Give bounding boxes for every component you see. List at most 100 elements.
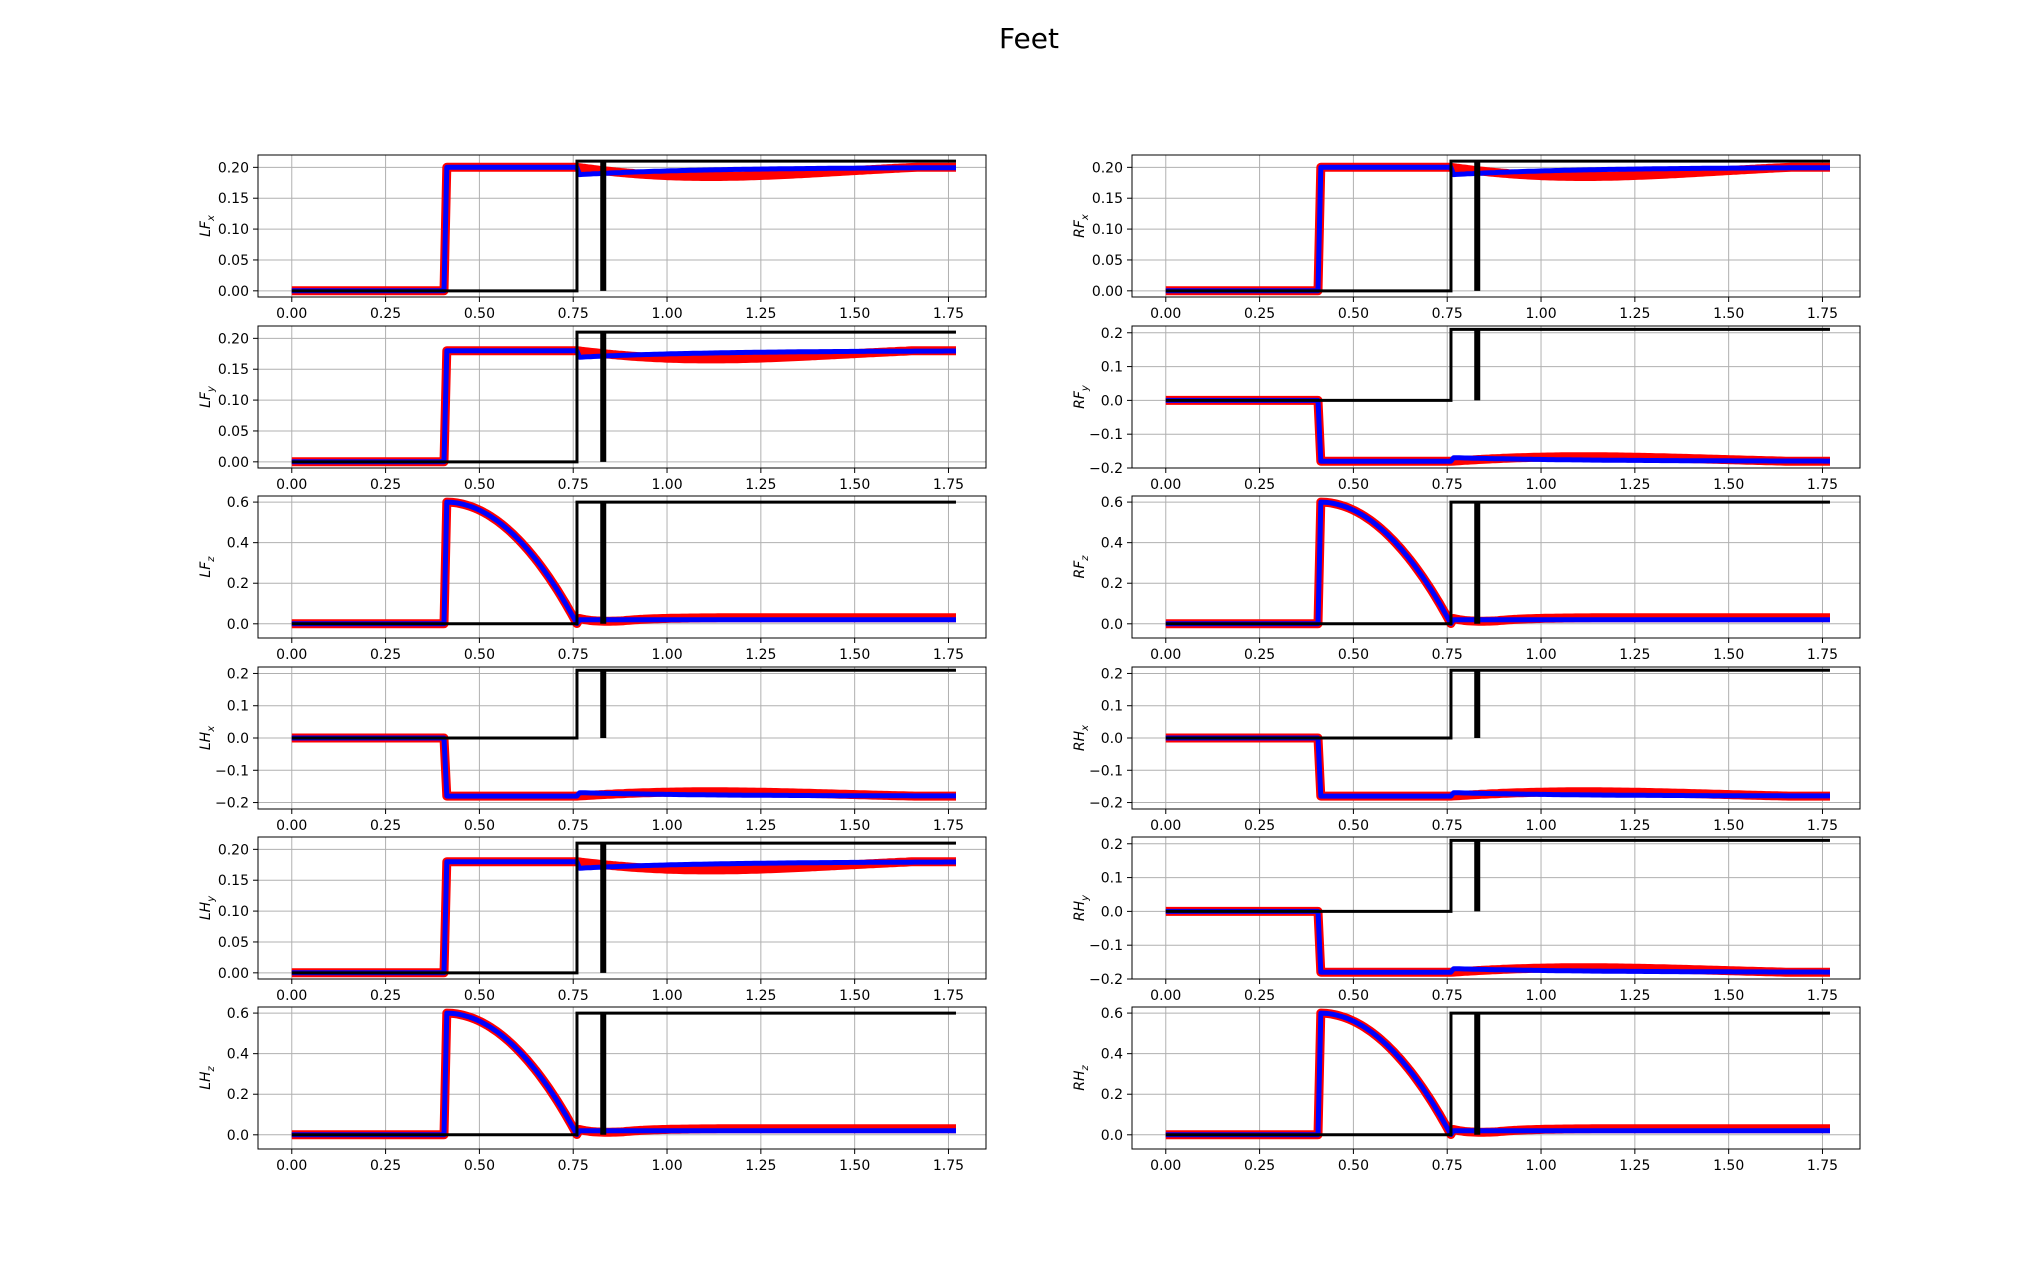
y-axis-label-sub: z <box>206 556 217 563</box>
x-tick-label: 0.75 <box>1432 818 1463 834</box>
x-tick-label: 1.00 <box>1525 1158 1556 1174</box>
x-tick-label: 1.50 <box>1713 988 1744 1004</box>
y-tick-label: 0.00 <box>218 284 249 300</box>
plot-frame <box>257 1006 987 1150</box>
plot-frame <box>257 325 987 469</box>
y-axis-label-sub: x <box>206 215 217 222</box>
y-axis-label-sub: y <box>206 895 217 903</box>
x-tick-label: 0.75 <box>1432 988 1463 1004</box>
y-tick-label: −0.1 <box>1089 763 1123 779</box>
x-tick-label: 1.25 <box>745 988 776 1004</box>
x-tick-label: 0.25 <box>1244 647 1275 663</box>
series-black-line <box>291 330 956 464</box>
plot-frame <box>1131 836 1861 980</box>
series-group <box>290 841 958 978</box>
figure-title: Feet <box>999 22 1059 55</box>
y-tick-label: 0.20 <box>218 160 249 176</box>
x-tick-label: 0.25 <box>370 988 401 1004</box>
y-tick-label: 0.0 <box>227 1128 249 1144</box>
series-black-line <box>291 1011 956 1137</box>
y-tick-label: 0.05 <box>1092 253 1123 269</box>
subplot-RHz: 0.00 0.25 0.50 0.75 1.00 1.25 1.50 1.75 0.0 0.2 0.… <box>1072 1006 1861 1174</box>
y-tick-label: 0.20 <box>218 331 249 347</box>
y-tick-label: 0.0 <box>227 617 249 633</box>
y-tick-label: −0.2 <box>1089 461 1123 477</box>
x-tick-label: 1.50 <box>839 818 870 834</box>
x-tick-label: 0.00 <box>1150 306 1181 322</box>
y-tick-label: 0.15 <box>218 873 249 889</box>
x-tick-label: 0.50 <box>464 306 495 322</box>
y-axis-label-sub: y <box>206 385 217 393</box>
y-axis-label-sub: y <box>1080 384 1091 392</box>
y-axis-label-main: LF <box>198 220 214 237</box>
x-tick-label: 0.25 <box>1244 988 1275 1004</box>
x-tick-label: 0.75 <box>558 306 589 322</box>
subplot-RHx: 0.00 0.25 0.50 0.75 1.00 1.25 1.50 1.75 −0.2 −0.1… <box>1072 666 1861 834</box>
y-axis: 0.00 0.05 0.10 0.15 0.20 <box>218 331 986 471</box>
x-tick-label: 1.00 <box>651 477 682 493</box>
x-tick-label: 1.00 <box>1525 477 1556 493</box>
x-tick-label: 0.25 <box>370 306 401 322</box>
subplot-LFx: 0.00 0.25 0.50 0.75 1.00 1.25 1.50 1.75 0.00 0.05… <box>198 154 987 322</box>
y-axis-label: LHz <box>198 1065 217 1089</box>
plot-area <box>258 155 986 297</box>
y-tick-label: −0.1 <box>1089 938 1123 954</box>
series-group <box>290 497 958 629</box>
x-tick-label: 0.25 <box>1244 306 1275 322</box>
x-axis: 0.00 0.25 0.50 0.75 1.00 1.25 1.50 1.75 <box>1150 667 1838 834</box>
y-axis-label-main: LH <box>198 731 214 750</box>
y-tick-label: 0.05 <box>218 424 249 440</box>
y-axis-label: LHy <box>198 895 217 920</box>
plot-frame <box>257 836 987 980</box>
y-tick-label: 0.1 <box>1101 871 1123 887</box>
x-tick-label: 0.25 <box>370 647 401 663</box>
y-tick-label: 0.4 <box>1101 1047 1123 1063</box>
y-tick-label: 0.20 <box>1092 160 1123 176</box>
y-axis-label: LFy <box>198 385 217 408</box>
x-tick-label: 0.75 <box>558 988 589 1004</box>
x-tick-label: 0.50 <box>464 988 495 1004</box>
x-axis: 0.00 0.25 0.50 0.75 1.00 1.25 1.50 1.75 <box>1150 326 1838 493</box>
plot-frame <box>257 495 987 639</box>
y-tick-label: 0.2 <box>1101 837 1123 853</box>
y-axis-label: RHz <box>1072 1064 1091 1090</box>
x-tick-label: 0.50 <box>1338 647 1369 663</box>
x-tick-label: 1.25 <box>745 1158 776 1174</box>
y-axis-label: RHy <box>1072 894 1091 921</box>
x-tick-label: 0.25 <box>1244 818 1275 834</box>
x-tick-label: 0.75 <box>1432 647 1463 663</box>
y-tick-label: −0.1 <box>215 763 249 779</box>
x-tick-label: 0.00 <box>1150 818 1181 834</box>
y-axis-label-main: RF <box>1072 219 1088 238</box>
x-axis: 0.00 0.25 0.50 0.75 1.00 1.25 1.50 1.75 <box>1150 496 1838 663</box>
x-tick-label: 0.25 <box>370 818 401 834</box>
x-tick-label: 0.75 <box>558 477 589 493</box>
x-tick-label: 1.75 <box>1807 818 1838 834</box>
series-black-line <box>1165 1011 1830 1137</box>
subplot-LFz: 0.00 0.25 0.50 0.75 1.00 1.25 1.50 1.75 0.0 0.2 0.… <box>198 495 987 663</box>
x-tick-label: 0.00 <box>1150 647 1181 663</box>
y-tick-label: 0.0 <box>1101 617 1123 633</box>
plot-frame <box>257 666 987 810</box>
y-tick-label: −0.2 <box>1089 796 1123 812</box>
x-tick-label: 1.25 <box>1619 1158 1650 1174</box>
x-tick-label: 1.75 <box>933 647 964 663</box>
x-tick-label: 1.75 <box>1807 306 1838 322</box>
plot-area <box>1132 155 1860 297</box>
y-axis-label-main: LF <box>198 561 214 578</box>
y-tick-label: 0.15 <box>1092 191 1123 207</box>
x-tick-label: 1.75 <box>1807 477 1838 493</box>
x-tick-label: 1.75 <box>933 477 964 493</box>
y-axis-label-main: RH <box>1072 1070 1088 1091</box>
x-axis: 0.00 0.25 0.50 0.75 1.00 1.25 1.50 1.75 <box>276 837 964 1004</box>
x-tick-label: 0.00 <box>276 1158 307 1174</box>
y-tick-label: −0.2 <box>1089 972 1123 988</box>
y-tick-label: 0.2 <box>1101 666 1123 682</box>
x-tick-label: 0.75 <box>558 818 589 834</box>
subplot-RFy: 0.00 0.25 0.50 0.75 1.00 1.25 1.50 1.75 −0.2 −0.1… <box>1072 325 1861 493</box>
x-tick-label: 1.50 <box>839 477 870 493</box>
y-tick-label: 0.6 <box>227 1006 249 1022</box>
x-tick-label: 1.25 <box>1619 647 1650 663</box>
y-tick-label: 0.10 <box>1092 222 1123 238</box>
